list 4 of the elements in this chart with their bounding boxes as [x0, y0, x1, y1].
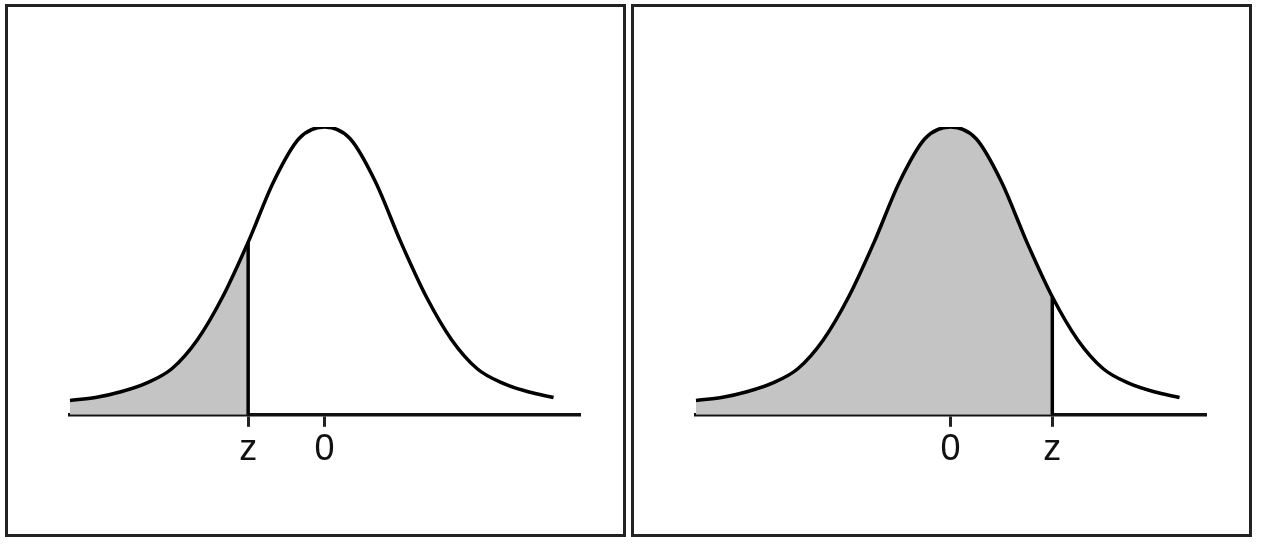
- x-tick-label: 0: [940, 427, 961, 469]
- x-tick-label: z: [1043, 427, 1062, 469]
- x-tick-label: z: [239, 427, 258, 469]
- x-tick-label: 0: [314, 427, 335, 469]
